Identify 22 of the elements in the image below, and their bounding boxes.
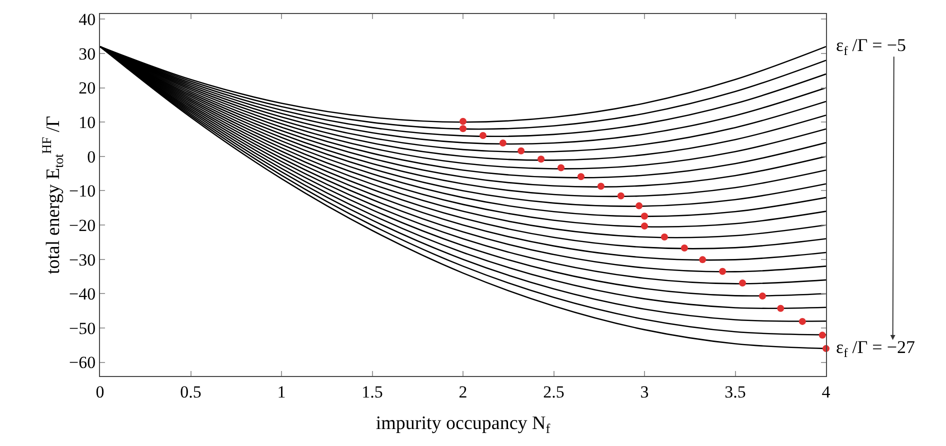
x-tick-label: 3 xyxy=(640,382,649,402)
text: ε$_{f}$ /Γ = −5 xyxy=(836,35,906,58)
y-tick-label: −50 xyxy=(69,318,96,338)
x-tick-label: 1 xyxy=(277,382,286,402)
x-tick-label: 3.5 xyxy=(724,382,746,402)
y-tick-label: −20 xyxy=(69,216,96,235)
y-tick-label: −60 xyxy=(69,353,96,372)
text: ε$_{f}$ /Γ = −27 xyxy=(836,337,915,360)
y-tick-label: 30 xyxy=(78,44,96,64)
y-tick-label: 0 xyxy=(87,147,96,166)
x-tick-label: 2 xyxy=(458,382,468,402)
x-tick-label: 0.5 xyxy=(180,382,202,402)
y-tick-label: 40 xyxy=(78,10,96,30)
x-tick-label: 1.5 xyxy=(362,382,383,402)
y-tick-label: −40 xyxy=(69,284,96,304)
x-tick-label: 4 xyxy=(822,382,831,402)
y-tick-label: 20 xyxy=(78,78,96,98)
x-axis-title: impurity occupancy N$_{f}$ xyxy=(376,413,551,436)
y-tick-label: −10 xyxy=(69,182,96,201)
y-tick-label: −30 xyxy=(69,250,96,270)
y-tick-label: 10 xyxy=(78,113,96,132)
x-tick-label: 2.5 xyxy=(543,382,564,402)
